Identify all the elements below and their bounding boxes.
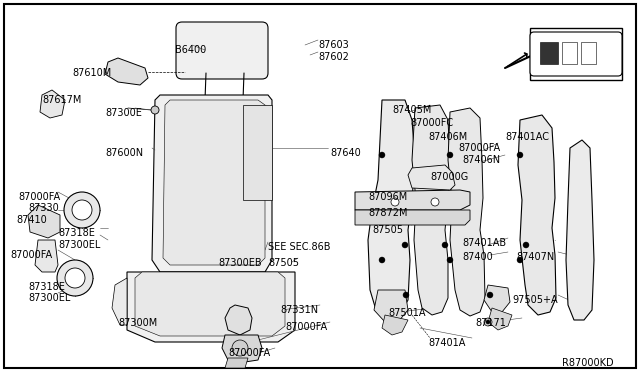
Text: 87000FA: 87000FA: [18, 192, 60, 202]
Circle shape: [447, 152, 453, 158]
Circle shape: [379, 152, 385, 158]
Polygon shape: [243, 105, 272, 200]
Text: 87501A: 87501A: [388, 308, 426, 318]
Text: 87000G: 87000G: [430, 172, 468, 182]
Text: 87401AB: 87401AB: [462, 238, 506, 248]
FancyBboxPatch shape: [176, 22, 268, 79]
Circle shape: [517, 257, 523, 263]
Circle shape: [57, 260, 93, 296]
Bar: [562, 42, 577, 64]
Text: 87318E: 87318E: [28, 282, 65, 292]
Text: 87405M: 87405M: [392, 105, 431, 115]
Polygon shape: [488, 308, 512, 330]
Circle shape: [523, 242, 529, 248]
Text: SEE SEC.86B: SEE SEC.86B: [268, 242, 330, 252]
Circle shape: [442, 242, 448, 248]
Polygon shape: [374, 290, 408, 322]
Text: 87000FA: 87000FA: [458, 143, 500, 153]
Polygon shape: [222, 335, 262, 362]
Text: 87331N: 87331N: [280, 305, 318, 315]
Text: 87300EL: 87300EL: [28, 293, 70, 303]
Polygon shape: [448, 108, 485, 316]
Text: 87872M: 87872M: [368, 208, 408, 218]
Polygon shape: [530, 28, 622, 80]
Text: 87318E: 87318E: [58, 228, 95, 238]
Text: 87640: 87640: [330, 148, 361, 158]
Circle shape: [487, 292, 493, 298]
Text: 87000FA: 87000FA: [228, 348, 270, 358]
Circle shape: [64, 192, 100, 228]
Text: 87171: 87171: [475, 318, 506, 328]
Polygon shape: [225, 305, 252, 335]
Bar: [581, 42, 596, 64]
Text: 87407N: 87407N: [516, 252, 554, 262]
Polygon shape: [368, 100, 415, 318]
Text: 87300E: 87300E: [105, 108, 142, 118]
Polygon shape: [28, 205, 60, 238]
Circle shape: [232, 340, 248, 356]
Circle shape: [447, 257, 453, 263]
Circle shape: [151, 106, 159, 114]
Polygon shape: [484, 285, 510, 312]
Circle shape: [402, 242, 408, 248]
Text: 87000FC: 87000FC: [410, 118, 453, 128]
Text: 87300EB: 87300EB: [218, 258, 262, 268]
Polygon shape: [112, 278, 127, 325]
Text: 87505: 87505: [372, 225, 403, 235]
Text: 87406M: 87406M: [428, 132, 467, 142]
Polygon shape: [105, 58, 148, 85]
Polygon shape: [412, 105, 450, 315]
Circle shape: [379, 257, 385, 263]
Polygon shape: [127, 272, 295, 342]
Text: 87300EL: 87300EL: [58, 240, 100, 250]
Bar: [540, 42, 558, 64]
Text: B6400: B6400: [175, 45, 206, 55]
Polygon shape: [152, 95, 272, 272]
Polygon shape: [355, 210, 470, 225]
Circle shape: [484, 318, 492, 326]
Text: 87401AC: 87401AC: [505, 132, 549, 142]
Text: R87000KD: R87000KD: [562, 358, 614, 368]
Text: 87300M: 87300M: [118, 318, 157, 328]
Text: 87000FA: 87000FA: [10, 250, 52, 260]
Polygon shape: [163, 100, 265, 265]
Circle shape: [486, 320, 490, 324]
Text: 97505+A: 97505+A: [512, 295, 557, 305]
Circle shape: [391, 198, 399, 206]
Circle shape: [431, 198, 439, 206]
Text: 87096M: 87096M: [368, 192, 407, 202]
Circle shape: [72, 200, 92, 220]
Circle shape: [517, 152, 523, 158]
Text: 87400: 87400: [462, 252, 493, 262]
Text: 87000FA: 87000FA: [285, 322, 327, 332]
Text: 87410: 87410: [16, 215, 47, 225]
Text: 87603: 87603: [318, 40, 349, 50]
Circle shape: [403, 292, 409, 298]
Text: 87600N: 87600N: [105, 148, 143, 158]
FancyBboxPatch shape: [530, 32, 622, 76]
Text: 87610M: 87610M: [72, 68, 111, 78]
Polygon shape: [225, 358, 248, 368]
Text: 87505: 87505: [268, 258, 299, 268]
Polygon shape: [382, 315, 408, 335]
Polygon shape: [40, 90, 65, 118]
Polygon shape: [408, 165, 455, 190]
Polygon shape: [135, 272, 285, 336]
Text: 87602: 87602: [318, 52, 349, 62]
Polygon shape: [35, 240, 58, 272]
Polygon shape: [355, 190, 470, 210]
Polygon shape: [566, 140, 594, 320]
Text: 87406N: 87406N: [462, 155, 500, 165]
Text: 87617M: 87617M: [42, 95, 81, 105]
Polygon shape: [4, 4, 636, 368]
Circle shape: [65, 268, 85, 288]
Polygon shape: [518, 115, 556, 315]
Text: 87401A: 87401A: [428, 338, 465, 348]
Text: 87330: 87330: [28, 203, 59, 213]
